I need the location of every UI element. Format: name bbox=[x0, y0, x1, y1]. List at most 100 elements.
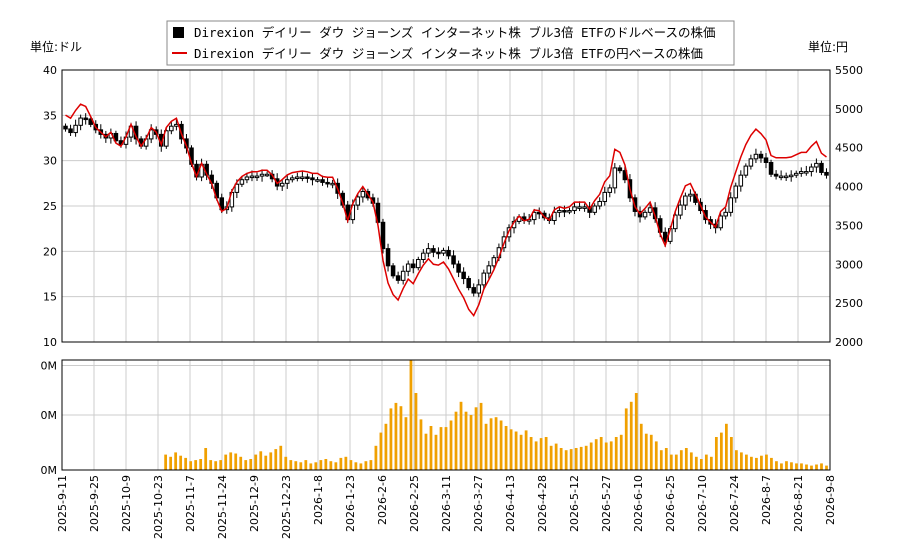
volume-bar bbox=[714, 437, 718, 470]
volume-bar bbox=[249, 459, 253, 470]
volume-bar bbox=[304, 460, 308, 470]
x-tick-label: 2026-4-13 bbox=[504, 475, 517, 532]
volume-bar bbox=[649, 434, 653, 470]
volume-bar bbox=[589, 442, 593, 470]
volume-bar bbox=[724, 423, 728, 470]
volume-bar bbox=[599, 437, 603, 470]
volume-bar bbox=[274, 449, 278, 470]
volume-bar bbox=[729, 437, 733, 470]
volume-bar bbox=[169, 456, 173, 470]
left-tick-label: 40 bbox=[43, 64, 57, 77]
volume-bar bbox=[559, 448, 563, 470]
volume-bar bbox=[479, 402, 483, 470]
volume-bar bbox=[594, 439, 598, 470]
volume-bar bbox=[815, 464, 818, 470]
candle-body bbox=[743, 165, 749, 176]
volume-tick-label: 0M bbox=[41, 464, 58, 477]
volume-bar bbox=[740, 452, 743, 470]
x-tick-label: 2025-12-23 bbox=[280, 475, 293, 539]
volume-bar bbox=[284, 456, 288, 470]
candle-body bbox=[809, 166, 814, 173]
x-tick-label: 2025-11-24 bbox=[216, 475, 229, 539]
volume-bar bbox=[264, 455, 268, 470]
candle-body bbox=[763, 157, 769, 163]
left-tick-label: 25 bbox=[43, 200, 57, 213]
candle-body bbox=[592, 205, 597, 213]
candle-body bbox=[582, 206, 587, 209]
candle-body bbox=[431, 248, 436, 253]
left-tick-label: 15 bbox=[43, 291, 57, 304]
candle-body bbox=[723, 211, 728, 217]
left-tick-label: 35 bbox=[43, 109, 57, 122]
volume-bar bbox=[800, 463, 803, 470]
right-tick-label: 3500 bbox=[835, 219, 863, 232]
candle-body bbox=[728, 197, 733, 213]
volume-bar bbox=[674, 454, 678, 470]
volume-bar bbox=[189, 461, 193, 470]
candle-body bbox=[491, 257, 497, 267]
candle-body bbox=[290, 177, 295, 181]
x-tick-label: 2026-3-11 bbox=[440, 475, 453, 532]
volume-bar bbox=[474, 407, 478, 470]
volume-bar bbox=[214, 461, 218, 470]
x-tick-label: 2026-8-21 bbox=[792, 475, 805, 532]
candle-body bbox=[466, 278, 471, 289]
x-tick-label: 2026-6-25 bbox=[664, 475, 677, 532]
candle-body bbox=[68, 128, 73, 134]
volume-bar bbox=[785, 461, 788, 470]
candle-body bbox=[395, 275, 401, 281]
volume-bar bbox=[679, 450, 683, 470]
volume-bar bbox=[194, 460, 198, 470]
candle-body bbox=[451, 255, 456, 265]
volume-bar bbox=[694, 456, 698, 470]
volume-bar bbox=[174, 452, 178, 470]
volume-bar bbox=[659, 450, 663, 470]
volume-bar bbox=[244, 460, 248, 470]
candle-body bbox=[315, 179, 320, 182]
volume-bar bbox=[344, 456, 348, 470]
x-tick-label: 2025-10-23 bbox=[152, 475, 165, 539]
volume-bar bbox=[254, 454, 258, 470]
volume-bar bbox=[354, 462, 358, 470]
x-tick-label: 2025-12-9 bbox=[248, 475, 261, 532]
volume-bar bbox=[219, 460, 223, 470]
price-plot-frame bbox=[61, 69, 831, 343]
volume-bar bbox=[719, 432, 723, 470]
volume-bar bbox=[795, 463, 798, 470]
volume-bar bbox=[639, 423, 643, 470]
candle-body bbox=[426, 248, 431, 254]
candle-body bbox=[456, 263, 461, 273]
volume-bar bbox=[509, 429, 513, 470]
volume-bar bbox=[429, 426, 433, 470]
volume-bar bbox=[229, 452, 233, 470]
volume-bar bbox=[239, 456, 243, 470]
candle-body bbox=[476, 284, 482, 294]
volume-bar bbox=[299, 462, 303, 470]
volume-bar bbox=[384, 423, 388, 470]
candle-body bbox=[617, 167, 623, 172]
volume-bar bbox=[574, 448, 578, 470]
candle-body bbox=[531, 211, 537, 221]
x-tick-label: 2025-9-25 bbox=[88, 475, 101, 532]
x-tick-label: 2026-3-27 bbox=[472, 475, 485, 532]
legend-box bbox=[166, 20, 735, 66]
candle-body bbox=[612, 167, 618, 189]
left-tick-label: 10 bbox=[43, 336, 57, 349]
volume-bar bbox=[419, 419, 423, 470]
volume-bar bbox=[539, 438, 543, 470]
x-tick-label: 2026-7-24 bbox=[728, 475, 741, 532]
candle-body bbox=[662, 231, 668, 242]
candle-body bbox=[73, 124, 78, 134]
volume-bar bbox=[745, 454, 748, 470]
candle-body bbox=[320, 179, 325, 183]
volume-bar bbox=[314, 462, 318, 470]
volume-bar bbox=[339, 457, 343, 470]
candle-body bbox=[300, 176, 305, 179]
right-tick-label: 5500 bbox=[835, 64, 863, 77]
volume-bar bbox=[424, 433, 428, 470]
candle-body bbox=[416, 258, 421, 269]
volume-bar bbox=[569, 449, 573, 470]
volume-bar bbox=[760, 455, 763, 470]
volume-bar bbox=[184, 457, 188, 470]
